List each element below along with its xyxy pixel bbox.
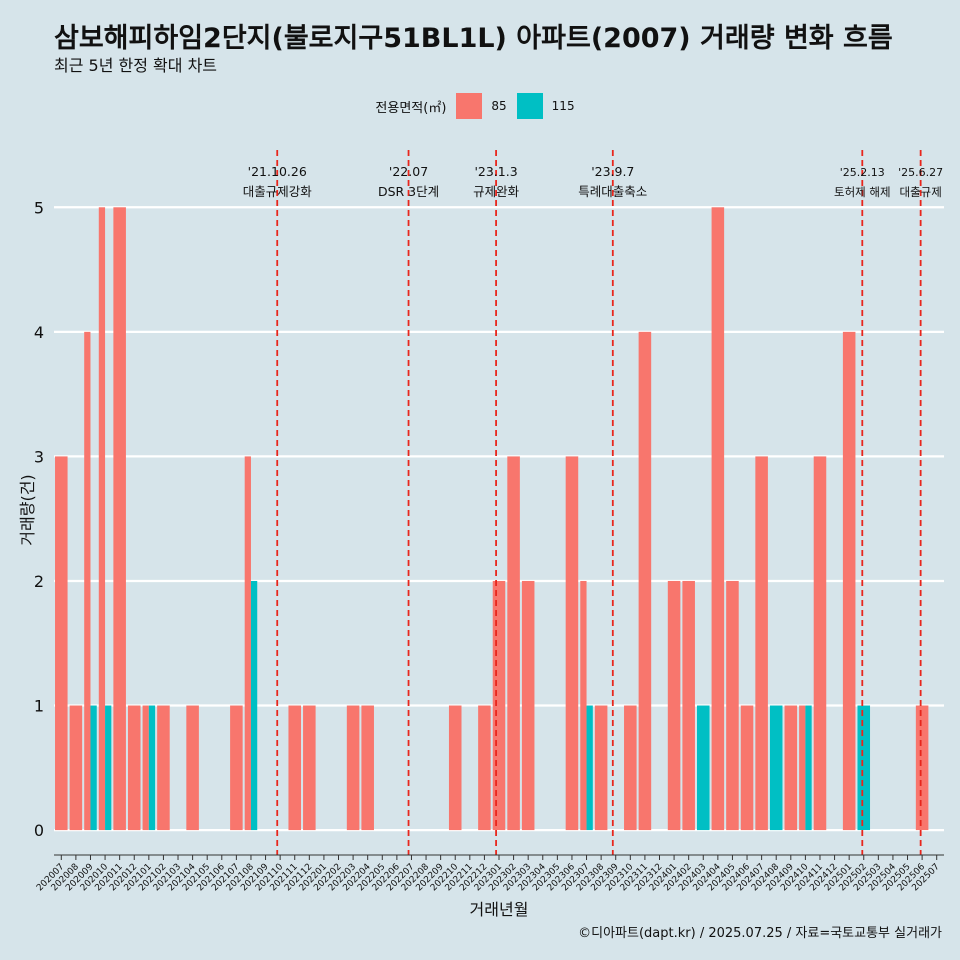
- bar-85: [186, 705, 199, 831]
- event-name-label: 토허제 해제: [834, 185, 891, 199]
- y-tick-label: 4: [34, 323, 44, 342]
- bar-85: [740, 705, 754, 831]
- bar-85: [682, 580, 695, 831]
- bar-85: [113, 207, 126, 831]
- y-tick-label: 5: [34, 198, 44, 217]
- event-name-label: 대출규제강화: [243, 184, 313, 199]
- bar-85: [711, 207, 725, 831]
- event-date-label: '25.6.27: [898, 166, 943, 179]
- legend: 전용면적(㎡) 85 115: [0, 93, 960, 119]
- bar-115: [105, 705, 112, 831]
- bar-85: [915, 705, 929, 831]
- source-caption: ©디아파트(dapt.kr) / 2025.07.25 / 자료=국토교통부 실…: [578, 926, 942, 941]
- bar-85: [784, 705, 798, 831]
- bar-85: [230, 705, 243, 831]
- bar-115: [857, 705, 871, 831]
- bar-85: [478, 705, 491, 831]
- bar-115: [90, 705, 97, 831]
- bar-85: [84, 331, 91, 831]
- bar-115: [805, 705, 812, 831]
- legend-label-85: 85: [491, 99, 507, 113]
- bar-85: [565, 456, 579, 831]
- bar-115: [148, 705, 156, 831]
- bar-85: [521, 580, 535, 831]
- bar-85: [726, 580, 739, 831]
- bar-85: [361, 705, 374, 831]
- legend-swatch-85: [456, 93, 483, 119]
- y-tick-label: 2: [34, 572, 44, 591]
- x-axis-title: 거래년월: [470, 900, 529, 919]
- bar-85: [288, 705, 302, 831]
- chart-subtitle: 최근 5년 한정 확대 차트: [54, 56, 218, 75]
- bar-115: [250, 580, 258, 831]
- legend-label-115: 115: [551, 99, 575, 113]
- bar-85: [842, 331, 856, 831]
- bar-85: [507, 456, 520, 831]
- bar-85: [244, 456, 251, 831]
- bar-85: [755, 456, 768, 831]
- bar-85: [303, 705, 316, 831]
- legend-title: 전용면적(㎡): [375, 100, 447, 116]
- bar-85: [594, 705, 608, 831]
- bar-85: [799, 705, 806, 831]
- event-date-label: '21.10.26: [248, 164, 307, 179]
- bar-85: [55, 456, 68, 831]
- event-date-label: '22.07: [389, 164, 428, 179]
- y-axis-title: 거래량(건): [18, 474, 37, 545]
- bar-85: [69, 705, 83, 831]
- bar-85: [127, 705, 141, 831]
- bar-85: [638, 331, 652, 831]
- event-name-label: DSR 3단계: [378, 184, 439, 199]
- bar-115: [696, 705, 710, 831]
- bar-85: [157, 705, 170, 831]
- bar-85: [580, 580, 587, 831]
- bar-85: [492, 580, 506, 831]
- event-name-label: 특례대출축소: [578, 184, 647, 199]
- bar-115: [769, 705, 783, 831]
- event-date-label: '25.2.13: [840, 166, 885, 179]
- event-date-label: '23.1.3: [474, 164, 517, 179]
- bar-85: [624, 705, 637, 831]
- bar-85: [142, 705, 149, 831]
- bar-85: [346, 705, 360, 831]
- bar-85: [448, 705, 462, 831]
- y-tick-label: 0: [34, 821, 44, 840]
- legend-swatch-115: [516, 93, 543, 119]
- chart-title: 삼보해피하임2단지(불로지구51BL1L) 아파트(2007) 거래량 변화 흐…: [54, 23, 893, 54]
- event-name-label: 규제완화: [473, 184, 520, 199]
- y-tick-label: 1: [34, 697, 44, 716]
- bar-85: [667, 580, 681, 831]
- bar-85: [98, 207, 106, 831]
- bar-115: [586, 705, 593, 831]
- event-name-label: 대출규제: [899, 185, 941, 199]
- y-tick-label: 3: [34, 447, 44, 466]
- bar-85: [813, 456, 827, 831]
- event-date-label: '23.9.7: [591, 164, 634, 179]
